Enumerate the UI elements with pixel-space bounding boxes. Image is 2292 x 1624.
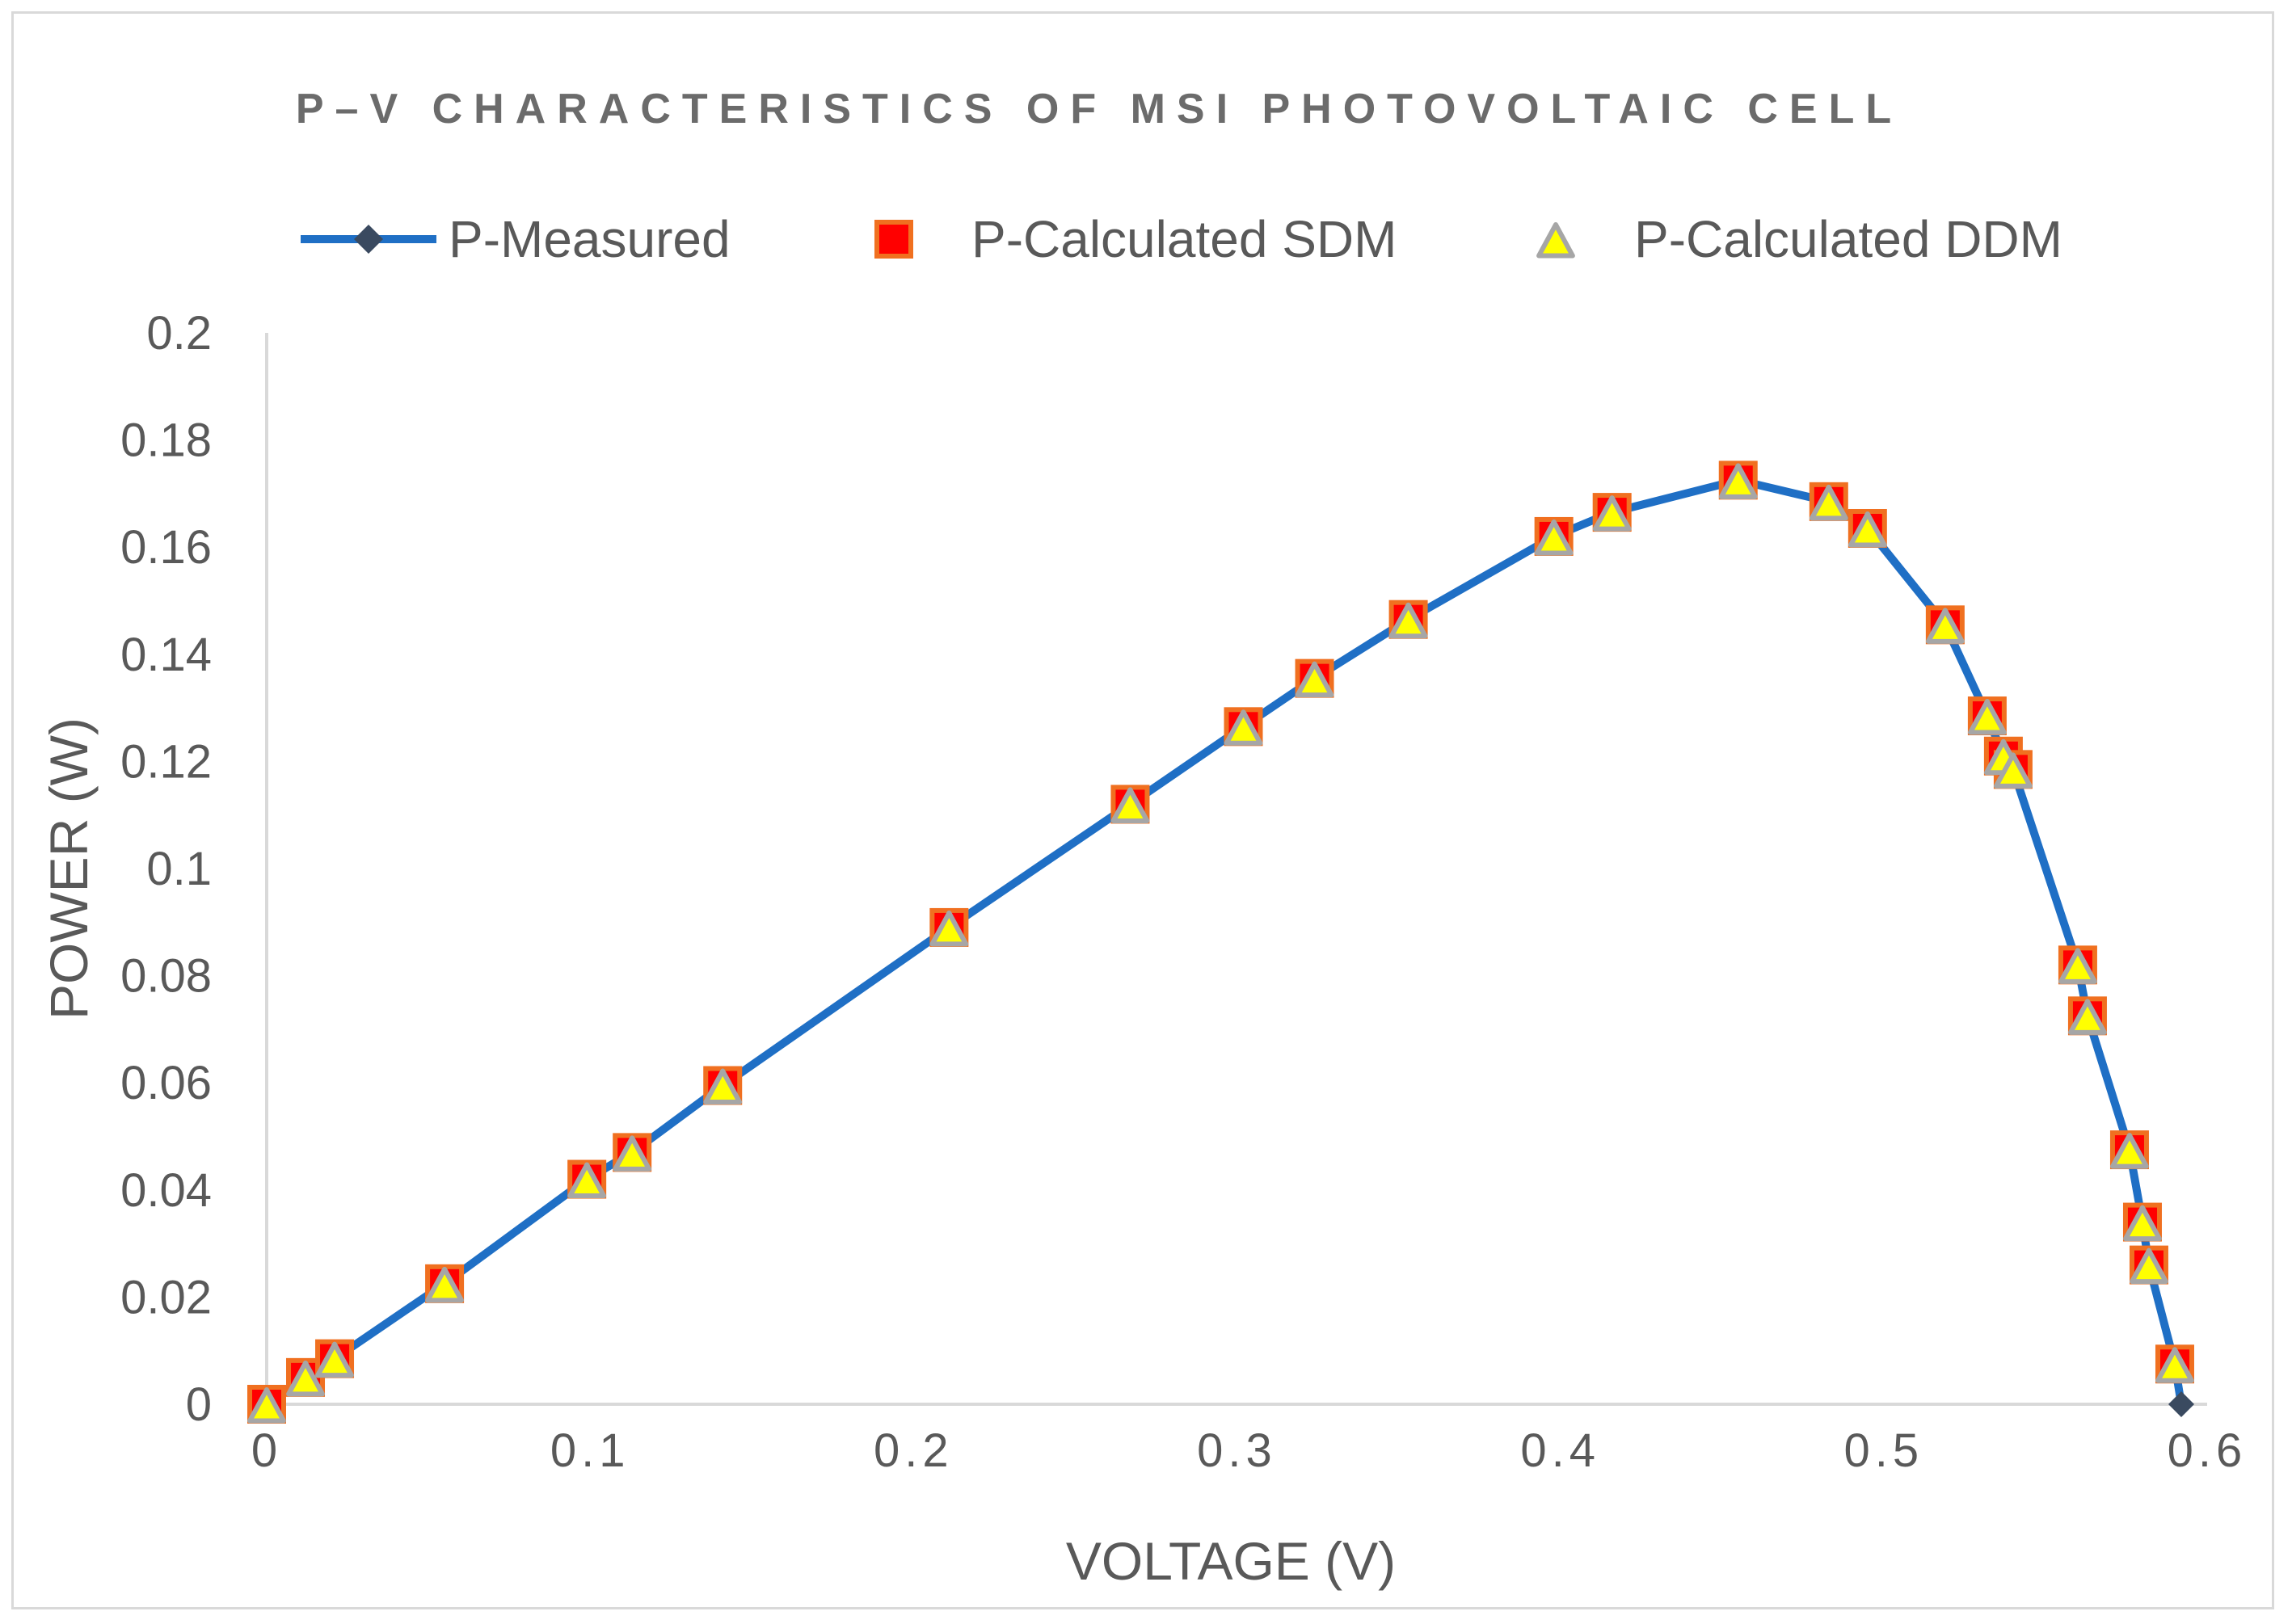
y-axis-title: POWER (W)	[39, 717, 99, 1020]
y-tick-label: 0.04	[120, 1164, 212, 1217]
chart-title: P–V CHARACTERISTICS OF MSI PHOTOVOLTAIC …	[296, 86, 1902, 133]
p-calculated-ddm-point	[1534, 519, 1574, 556]
p-calculated-ddm-point	[1994, 752, 2033, 789]
p-calculated-ddm-point	[1967, 699, 2007, 735]
p-calculated-ddm-point	[2130, 1247, 2168, 1285]
legend-swatch-p-calculated-sdm	[874, 220, 913, 259]
legend-swatch-p-measured-marker	[354, 225, 383, 254]
p-measured-point	[2168, 1391, 2194, 1417]
series-layer	[247, 461, 2194, 1424]
p-calculated-ddm-point	[1848, 511, 1887, 548]
y-tick-label: 0.08	[120, 950, 212, 1003]
p-calculated-ddm-point	[425, 1266, 464, 1303]
p-calculated-ddm-point	[2110, 1133, 2149, 1169]
p-calculated-ddm-point	[567, 1162, 607, 1199]
p-calculated-ddm-point	[1295, 661, 1334, 698]
x-tick-labels: 0 0.1 0.2 0.3 0.4 0.5 0.6	[251, 1424, 2248, 1477]
p-calculated-ddm-point	[1925, 608, 1965, 644]
x-tick-label: 0	[251, 1424, 282, 1477]
p-calculated-ddm-point	[1718, 463, 1758, 499]
x-tick-label: 0.5	[1844, 1424, 1924, 1477]
p-calculated-ddm-point	[247, 1387, 286, 1424]
p-calculated-ddm-point	[2155, 1347, 2194, 1383]
legend-swatch-p-calculated-ddm	[1536, 222, 1575, 259]
x-tick-label: 0.2	[874, 1424, 954, 1477]
y-tick-label: 0.18	[120, 414, 212, 467]
y-tick-label: 0.14	[120, 629, 212, 681]
p-calculated-ddm-point	[1388, 602, 1428, 639]
y-tick-label: 0	[186, 1378, 212, 1431]
y-tick-label: 0.06	[120, 1057, 212, 1109]
p-calculated-ddm-point	[286, 1360, 325, 1397]
p-calculated-ddm-point	[703, 1068, 743, 1105]
p-calculated-ddm-point	[1809, 484, 1848, 521]
x-tick-label: 0.3	[1197, 1424, 1277, 1477]
y-tick-labels: 0 0.02 0.04 0.06 0.08 0.1 0.12 0.14 0.16 0.18 0.2	[120, 307, 212, 1431]
legend-label-p-calculated-sdm: P-Calculated SDM	[971, 210, 1397, 268]
y-tick-label: 0.2	[146, 307, 212, 360]
legend: P-Measured P-Calculated SDM P-Calculated D…	[301, 210, 2062, 268]
y-tick-label: 0.16	[120, 521, 212, 574]
x-axis-title: VOLTAGE (V)	[1066, 1531, 1396, 1591]
p-calculated-ddm-point	[2058, 948, 2097, 984]
p-calculated-ddm-point	[2123, 1205, 2162, 1242]
p-calculated-ddm-point	[613, 1135, 652, 1172]
p-calculated-ddm-point	[1110, 787, 1150, 823]
legend-label-p-measured: P-Measured	[449, 210, 731, 268]
x-tick-label: 0.6	[2168, 1424, 2248, 1477]
p-calculated-ddm-point	[1224, 709, 1263, 746]
p-calculated-ddm-point	[315, 1341, 354, 1378]
y-tick-label: 0.12	[120, 735, 212, 788]
p-calculated-ddm-point	[1592, 495, 1632, 532]
y-tick-label: 0.1	[146, 843, 212, 895]
p-calculated-ddm-point	[2068, 999, 2107, 1035]
legend-label-p-calculated-ddm: P-Calculated DDM	[1634, 210, 2062, 268]
y-tick-label: 0.02	[120, 1271, 212, 1323]
series-line-p-measured	[264, 476, 2185, 1408]
x-tick-label: 0.4	[1520, 1424, 1600, 1477]
x-tick-label: 0.1	[550, 1424, 630, 1477]
p-calculated-ddm-point	[929, 910, 969, 947]
